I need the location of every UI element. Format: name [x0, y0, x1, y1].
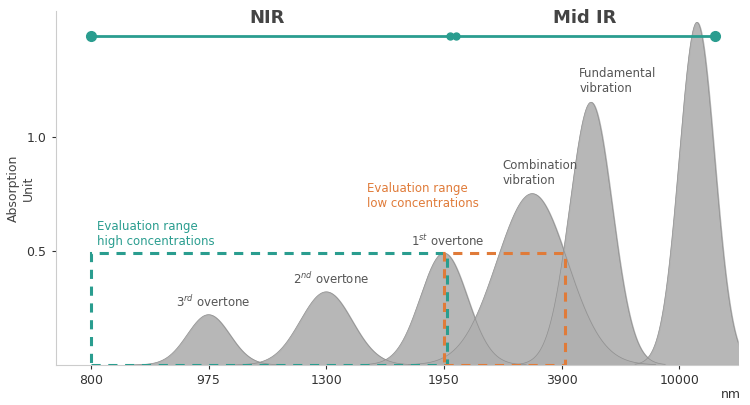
Text: Fundamental
vibration: Fundamental vibration	[579, 67, 656, 96]
Bar	[444, 253, 565, 365]
Text: NIR: NIR	[250, 9, 285, 27]
Y-axis label: Absorption
Unit: Absorption Unit	[7, 154, 35, 222]
Text: Evaluation range
high concentrations: Evaluation range high concentrations	[97, 220, 214, 248]
Text: 1$^{st}$ overtone: 1$^{st}$ overtone	[411, 233, 485, 248]
Text: Mid IR: Mid IR	[554, 9, 616, 27]
Text: Evaluation range
low concentrations: Evaluation range low concentrations	[368, 181, 479, 210]
Text: nm: nm	[721, 388, 740, 401]
Text: 3$^{rd}$ overtone: 3$^{rd}$ overtone	[176, 294, 250, 310]
Bar	[91, 253, 448, 365]
Text: Combination
vibration: Combination vibration	[503, 159, 578, 187]
Text: 2$^{nd}$ overtone: 2$^{nd}$ overtone	[293, 271, 370, 287]
